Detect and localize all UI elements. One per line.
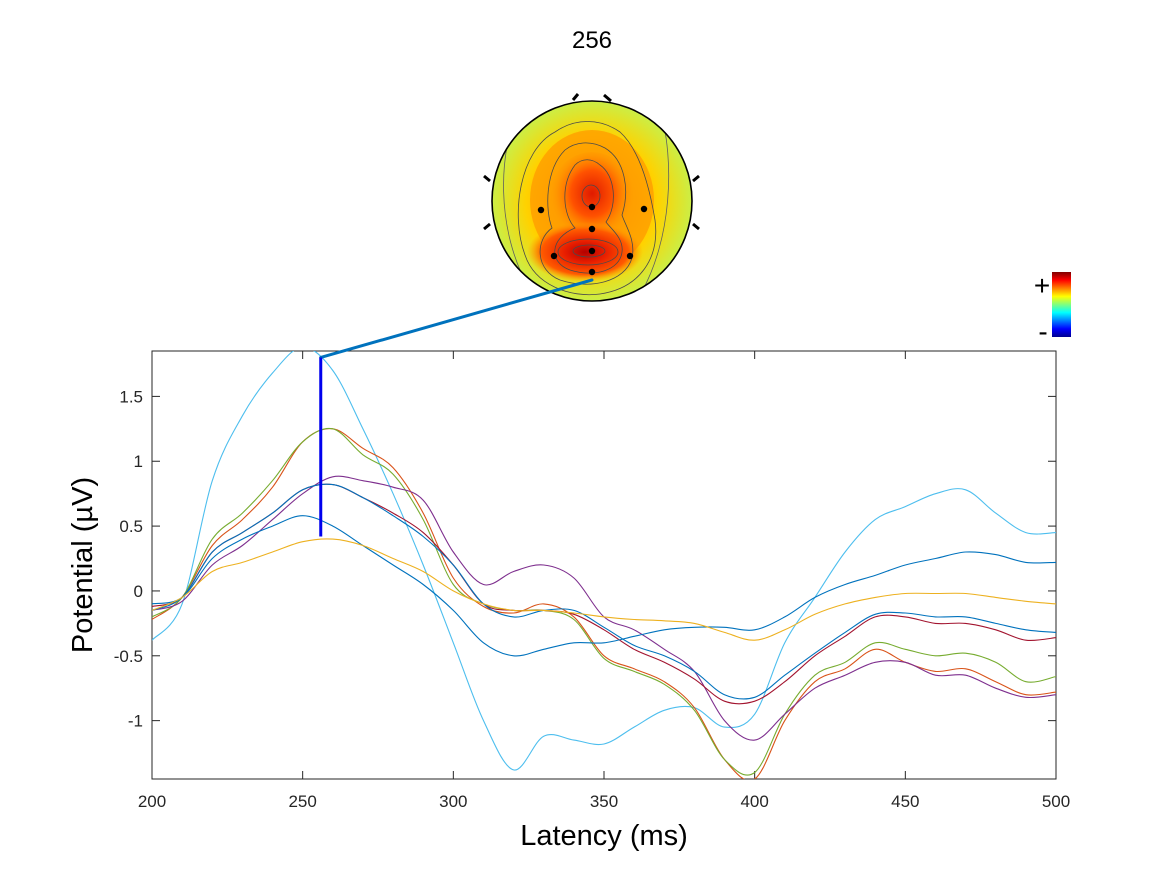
y-tick-label: -1	[128, 712, 143, 731]
erp-channel-line-1	[152, 351, 1056, 771]
x-tick-label: 200	[138, 792, 166, 811]
topomap-field	[492, 101, 692, 301]
topomap	[483, 93, 700, 302]
erp-channel-line-8	[152, 538, 1056, 641]
colorbar-minus-label: -	[1038, 316, 1047, 347]
y-tick-label: 1.5	[119, 387, 143, 406]
topomap-connector-line	[319, 278, 594, 359]
plot-area: 200 250 300 350 400 450 500 -1 -0.5 0 0.5 1 1.5	[114, 350, 1070, 811]
x-tick-label: 500	[1042, 792, 1070, 811]
channel-dots	[537, 203, 648, 276]
x-tick-label: 450	[891, 792, 919, 811]
colorbar: + -	[1034, 270, 1071, 347]
channel-dot	[626, 252, 634, 260]
channel-dot	[550, 252, 558, 260]
y-axis-label: Potential (µV)	[67, 477, 99, 653]
x-tick-label: 250	[288, 792, 316, 811]
channel-dot	[588, 247, 596, 255]
x-tick-label: 350	[590, 792, 618, 811]
y-tick-label: -0.5	[114, 647, 143, 666]
y-tick-label: 0.5	[119, 517, 143, 536]
y-tick-label: 0	[134, 582, 143, 601]
y-tick-label: 1	[134, 452, 143, 471]
erp-channel-line-7	[152, 515, 1056, 657]
head-outline	[491, 100, 693, 302]
x-axis-label: Latency (ms)	[520, 820, 688, 852]
channel-dot	[640, 205, 648, 213]
x-tick-label: 300	[439, 792, 467, 811]
topomap-title: 256	[572, 27, 612, 54]
channel-dot	[588, 268, 596, 276]
axes-box	[151, 350, 1057, 780]
colorbar-gradient	[1052, 272, 1071, 337]
channel-dot	[588, 225, 596, 233]
channel-dot	[588, 203, 596, 211]
y-ticks: -1 -0.5 0 0.5 1 1.5	[114, 387, 1056, 731]
colorbar-plus-label: +	[1034, 270, 1050, 301]
x-tick-label: 400	[740, 792, 768, 811]
series-lines	[152, 351, 1056, 779]
x-ticks: 200 250 300 350 400 450 500	[138, 351, 1070, 811]
head-nose-marks	[483, 93, 700, 231]
channel-dot	[537, 206, 545, 214]
erp-channel-line-3	[152, 427, 1056, 776]
erp-channel-line-6	[152, 483, 1056, 700]
